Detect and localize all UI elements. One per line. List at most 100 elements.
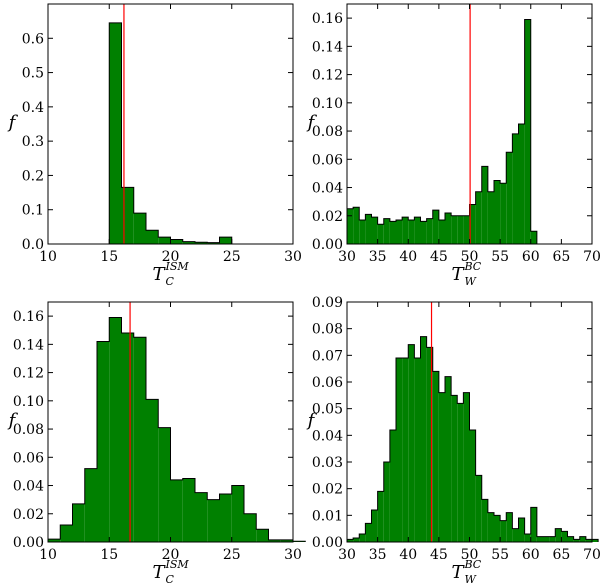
x-tick-label: 45 [430, 547, 448, 563]
y-tick-label: 0.08 [312, 124, 343, 140]
histogram-bar [280, 539, 293, 542]
axes-frame [47, 3, 294, 245]
histogram-bar [524, 19, 531, 244]
histogram-bar [438, 220, 445, 244]
x-tick-label: 45 [430, 249, 448, 265]
x-axis-label-subscript: W [465, 573, 478, 584]
histogram-bar [463, 392, 470, 542]
histogram-bar [494, 180, 501, 244]
histogram-bar [396, 358, 403, 542]
x-axis-label-superscript: BC [464, 260, 482, 273]
x-axis-label-superscript: ISM [165, 558, 190, 571]
x-axis-label-main: T [452, 562, 466, 583]
histogram-bar [500, 520, 507, 542]
y-tick-label: 0.04 [312, 428, 343, 444]
histogram-bar [158, 237, 171, 244]
histogram-outline [47, 317, 306, 542]
x-tick-label: 60 [522, 547, 540, 563]
histogram-bar [518, 518, 525, 542]
histogram-bar [353, 207, 360, 244]
y-tick-label: 0.01 [312, 508, 343, 524]
y-tick-label: 0.2 [22, 168, 44, 184]
histogram-bar [109, 317, 122, 542]
x-axis-label: T ISM C [153, 558, 190, 584]
y-tick-label: 0.00 [13, 535, 44, 551]
histogram-bar [420, 336, 427, 542]
histogram-bar [121, 187, 134, 244]
x-tick-label: 35 [369, 547, 387, 563]
histogram-bar [371, 510, 378, 542]
y-tick-label: 0.08 [13, 422, 44, 438]
x-tick-label: 25 [223, 249, 241, 265]
y-tick-label: 0.02 [312, 209, 343, 225]
y-tick-label: 0.6 [22, 31, 44, 47]
x-axis-label-main: T [452, 264, 466, 285]
histogram-bar [146, 230, 159, 244]
histogram-bar [463, 215, 470, 244]
y-tick-label: 0.12 [13, 366, 44, 382]
x-tick-label: 15 [100, 249, 118, 265]
x-tick-label: 30 [284, 249, 302, 265]
y-tick-label: 0.04 [312, 181, 343, 197]
y-tick-label: 0.10 [13, 394, 44, 410]
histogram-bar [475, 475, 482, 542]
x-axis-label-main: T [153, 264, 167, 285]
histogram-bar [487, 512, 494, 542]
histogram-bar [359, 220, 366, 244]
histogram-bar [512, 133, 519, 244]
histogram-bar [512, 528, 519, 542]
y-tick-label: 0.12 [312, 68, 343, 84]
x-tick-label: 30 [338, 249, 356, 265]
histogram-bar [60, 525, 73, 542]
chart-panel-bottom-right: 30 35 40 45 50 55 60 65 70 0.00 0.01 0.02 0.03 0.04 0.… [306, 295, 600, 584]
histogram-bar [377, 491, 384, 542]
histogram-bar [457, 215, 464, 244]
x-axis-label: T ISM C [153, 260, 190, 288]
histogram-bar [592, 539, 599, 542]
histogram-bar [530, 231, 537, 244]
y-tick-label: 0.05 [312, 402, 343, 418]
x-axis-label: T BC W [452, 260, 482, 288]
y-tick-label: 0.08 [312, 322, 343, 338]
x-tick-label: 30 [338, 547, 356, 563]
histogram-bar [567, 536, 574, 542]
x-tick-label: 55 [491, 547, 509, 563]
histogram-bar [402, 358, 409, 542]
histogram-bar [389, 430, 396, 542]
y-tick-label: 0.14 [13, 337, 44, 353]
histogram-bar [195, 242, 208, 244]
y-tick-label: 0.07 [312, 348, 343, 364]
histogram-bar [48, 539, 61, 542]
histogram-bar [170, 479, 183, 542]
histogram-bar [426, 218, 433, 244]
y-tick-label: 0.3 [22, 134, 44, 150]
y-tick-label: 0.14 [312, 39, 343, 55]
histogram-bar [469, 430, 476, 542]
y-tick-label: 0.02 [13, 507, 44, 523]
y-tick-label: 0.09 [312, 295, 343, 311]
y-tick-label: 0.04 [13, 479, 44, 495]
x-axis-label-subscript: W [465, 275, 478, 288]
histogram-bar [109, 22, 122, 244]
histogram-bar [207, 499, 220, 542]
y-tick-label: 0.4 [22, 100, 44, 116]
histogram-bar [469, 204, 476, 244]
histogram-bar [133, 337, 146, 542]
histogram-bar [506, 152, 513, 244]
histogram-bar [408, 220, 415, 244]
histogram-bar [487, 191, 494, 244]
x-tick-label: 25 [223, 547, 241, 563]
histogram-bar [481, 499, 488, 542]
chart-panel-top-right: 30 35 40 45 50 55 60 65 70 0.00 0.02 0.04 0.06 0.08 0.… [306, 3, 600, 288]
histogram-bar [170, 239, 183, 244]
y-tick-label: 0.03 [312, 455, 343, 471]
x-axis-label-superscript: ISM [165, 260, 190, 273]
histogram-bar [207, 242, 220, 244]
histogram-bar [445, 376, 452, 542]
histogram-bar [457, 403, 464, 542]
histogram-outline [108, 22, 233, 244]
histogram-bar [347, 539, 354, 542]
histogram-bar [579, 536, 586, 542]
x-tick-label: 50 [461, 249, 479, 265]
